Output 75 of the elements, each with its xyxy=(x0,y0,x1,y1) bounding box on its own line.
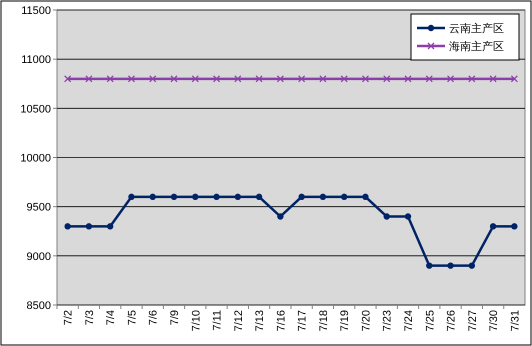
point xyxy=(170,194,178,200)
point xyxy=(447,262,454,269)
y-tick-label: 11500 xyxy=(21,5,51,17)
point xyxy=(150,194,156,200)
legend-label: 云南主产区 xyxy=(449,22,504,35)
x-tick-label: 7/11 xyxy=(212,310,224,331)
point xyxy=(212,75,220,82)
x-tick-label: 7/23 xyxy=(382,310,394,332)
legend-label: 海南主产区 xyxy=(449,40,504,53)
point xyxy=(276,75,284,82)
x-tick-label: 7/2 xyxy=(62,310,75,326)
x-tick-label: 7/30 xyxy=(488,310,500,332)
y-tick-label: 11000 xyxy=(21,54,51,66)
point xyxy=(64,223,71,230)
point xyxy=(64,75,72,82)
point xyxy=(320,194,326,200)
point xyxy=(128,75,136,82)
point xyxy=(277,213,284,220)
x-tick-label: 7/10 xyxy=(190,310,202,332)
point xyxy=(319,75,327,82)
point xyxy=(340,75,348,82)
point xyxy=(362,194,369,200)
x-tick-label: 7/6 xyxy=(148,310,160,326)
point xyxy=(149,75,156,82)
point xyxy=(85,75,93,82)
point xyxy=(511,223,518,230)
point xyxy=(213,194,220,200)
point xyxy=(362,75,370,82)
point xyxy=(298,194,305,200)
point xyxy=(490,223,496,230)
point xyxy=(255,75,263,82)
x-tick-label: 7/24 xyxy=(403,310,415,332)
y-tick-label: 9500 xyxy=(26,202,51,214)
point xyxy=(298,75,306,82)
x-tick-label: 7/12 xyxy=(232,310,245,332)
point xyxy=(86,223,92,230)
x-tick-label: 7/26 xyxy=(446,310,458,332)
point xyxy=(234,194,242,200)
point xyxy=(446,75,454,82)
y-tick-label: 8500 xyxy=(26,300,51,312)
point xyxy=(510,75,518,82)
point xyxy=(468,262,476,269)
x-tick-label: 7/9 xyxy=(169,310,181,326)
point xyxy=(106,75,114,82)
point xyxy=(106,223,114,230)
x-tick-label: 7/31 xyxy=(509,310,522,332)
point xyxy=(340,194,348,200)
x-tick-label: 7/20 xyxy=(360,310,372,332)
x-tick-label: 7/19 xyxy=(339,310,352,332)
point xyxy=(192,194,198,200)
x-tick-label: 7/18 xyxy=(318,310,330,332)
x-tick-label: 7/27 xyxy=(466,310,479,332)
point xyxy=(256,194,262,200)
x-tick-label: 7/5 xyxy=(126,310,138,326)
point xyxy=(489,75,497,82)
point xyxy=(404,75,412,82)
y-tick-label: 10000 xyxy=(20,152,51,164)
point xyxy=(404,213,412,220)
x-tick-label: 7/16 xyxy=(275,310,288,332)
x-tick-label: 7/4 xyxy=(105,310,118,326)
x-tick-label: 7/25 xyxy=(424,310,436,332)
point xyxy=(170,75,178,82)
y-tick-label: 9000 xyxy=(26,250,51,263)
point xyxy=(192,75,199,82)
point xyxy=(426,75,433,82)
point xyxy=(384,213,390,220)
x-tick-label: 7/13 xyxy=(254,310,266,332)
x-tick-label: 7/3 xyxy=(84,310,96,326)
point xyxy=(234,75,242,82)
x-tick-label: 7/17 xyxy=(296,310,309,332)
y-tick-label: 10500 xyxy=(20,103,51,116)
point xyxy=(128,194,135,200)
point xyxy=(468,75,476,82)
point xyxy=(383,75,390,82)
point xyxy=(426,262,432,269)
